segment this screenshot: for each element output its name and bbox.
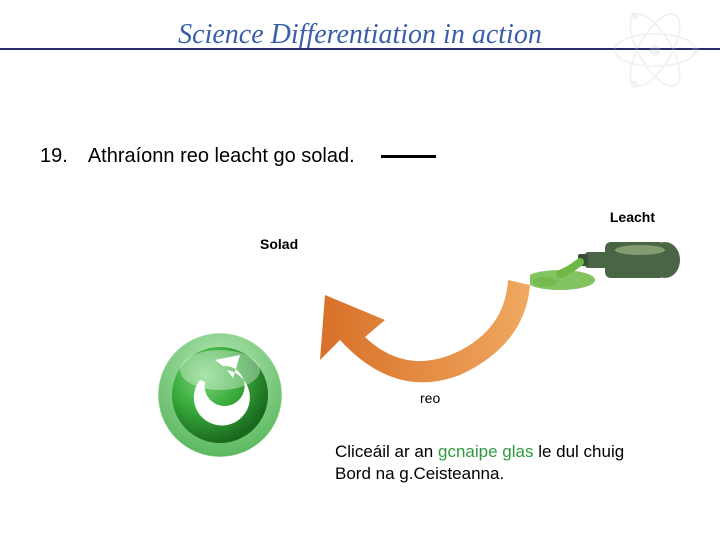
instruction-text: Cliceáil ar an gcnaipe glas le dul chuig… [335,441,624,485]
answer-blank [381,155,436,158]
instruction-part1: Cliceáil ar an [335,442,438,461]
question-number: 19. [40,145,68,168]
curved-arrow-icon [300,245,560,395]
question-row: 19. Athraíonn reo leacht go solad. [40,145,436,168]
atom-icon [610,5,700,95]
page-title: Science Differentiation in action [178,19,542,51]
green-nav-button[interactable] [155,330,285,460]
solad-label: Solad [260,236,298,252]
header: Science Differentiation in action [0,0,720,70]
question-text: Athraíonn reo leacht go solad. [88,145,355,168]
reo-label: reo [420,390,440,406]
instruction-part2: le dul chuig [533,442,624,461]
instruction-line2: Bord na g.Ceisteanna. [335,464,504,483]
instruction-green: gcnaipe glas [438,442,533,461]
